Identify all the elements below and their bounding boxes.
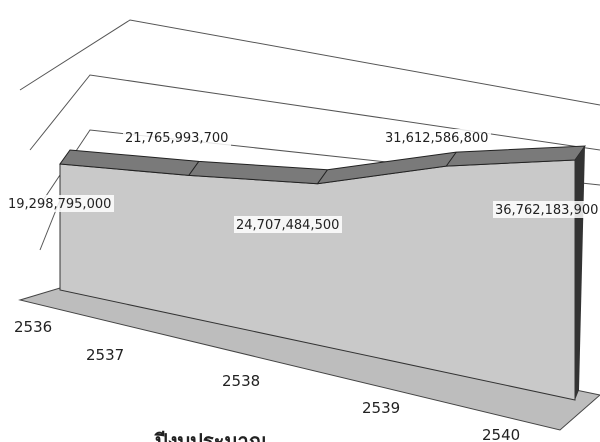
x-tick-label: 2539 xyxy=(362,399,400,417)
data-label: 36,762,183,900 xyxy=(495,203,598,218)
x-tick-label: 2536 xyxy=(14,318,52,336)
label-bg xyxy=(383,129,491,146)
area-end xyxy=(575,146,585,400)
back-wall-lines xyxy=(19,19,600,251)
top-divider xyxy=(188,161,200,176)
data-label: 21,765,993,700 xyxy=(125,131,228,146)
label-bg xyxy=(234,216,342,233)
wall-line xyxy=(29,74,600,151)
top-divider xyxy=(445,151,457,167)
label-bg xyxy=(123,129,231,146)
data-label: 31,612,586,800 xyxy=(385,131,488,146)
data-label: 24,707,484,500 xyxy=(236,218,339,233)
floor xyxy=(18,284,600,431)
x-tick-label: 2540 xyxy=(482,426,520,442)
wall-line xyxy=(19,19,600,106)
data-label: 19,298,795,000 xyxy=(8,197,111,212)
x-tick-label: 2538 xyxy=(222,372,260,390)
x-axis-title: ปีงบประมาณ xyxy=(154,429,268,442)
label-bg xyxy=(6,195,114,212)
x-tick-label: 2537 xyxy=(86,346,124,364)
label-bg xyxy=(493,201,600,218)
top-divider xyxy=(317,169,328,184)
